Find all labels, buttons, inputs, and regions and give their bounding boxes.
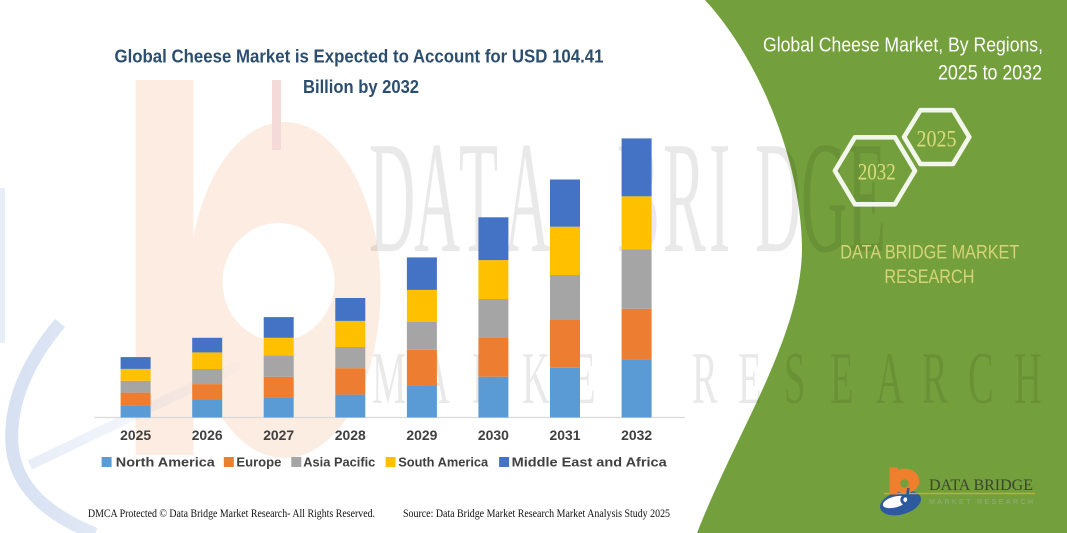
svg-text:South America: South America	[398, 455, 489, 470]
svg-text:Global Cheese Market is Expect: Global Cheese Market is Expected to Acco…	[115, 47, 604, 67]
svg-text:R: R	[663, 109, 706, 286]
svg-text:Global Cheese Market, By Regio: Global Cheese Market, By Regions,	[763, 35, 1043, 57]
svg-text:M: M	[372, 337, 406, 420]
svg-text:D: D	[369, 109, 415, 286]
svg-text:2026: 2026	[192, 427, 223, 443]
svg-text:2025: 2025	[120, 427, 151, 443]
svg-text:2032: 2032	[858, 160, 896, 185]
svg-text:2025: 2025	[917, 127, 957, 152]
svg-text:DMCA Protected © Data Bridge M: DMCA Protected © Data Bridge Market Rese…	[88, 508, 375, 520]
svg-text:G: G	[801, 109, 847, 286]
svg-text:A: A	[414, 109, 460, 286]
svg-text:North America: North America	[116, 455, 216, 470]
svg-text:D: D	[755, 109, 801, 286]
svg-text:2025 to 2032: 2025 to 2032	[938, 62, 1042, 85]
svg-text:A: A	[876, 337, 904, 420]
svg-text:2029: 2029	[406, 427, 437, 443]
svg-text:DATA BRIDGE MARKET: DATA BRIDGE MARKET	[840, 242, 1019, 264]
svg-text:S: S	[784, 337, 805, 420]
svg-text:2031: 2031	[550, 427, 581, 443]
svg-text:DATA BRIDGE: DATA BRIDGE	[929, 477, 1033, 494]
svg-text:R: R	[922, 337, 948, 420]
svg-text:E: E	[830, 337, 854, 420]
svg-text:E: E	[738, 337, 762, 420]
svg-text:A: A	[504, 109, 550, 286]
svg-text:H: H	[1014, 337, 1042, 420]
svg-text:K: K	[522, 337, 550, 420]
svg-text:Source: Data Bridge Market Res: Source: Data Bridge Market Research Mark…	[403, 508, 670, 520]
svg-text:C: C	[968, 337, 994, 420]
svg-text:R: R	[692, 337, 718, 420]
svg-text:Middle East and Africa: Middle East and Africa	[512, 455, 668, 470]
svg-text:Billion by 2032: Billion by 2032	[303, 77, 419, 97]
svg-text:2032: 2032	[621, 427, 652, 443]
svg-text:2030: 2030	[478, 427, 509, 443]
svg-text:Asia Pacific: Asia Pacific	[303, 455, 375, 470]
svg-text:RESEARCH: RESEARCH	[884, 266, 974, 288]
svg-text:Europe: Europe	[236, 455, 281, 470]
svg-text:2027: 2027	[263, 427, 294, 443]
svg-text:2028: 2028	[335, 427, 366, 443]
svg-text:MARKET RESEARCH: MARKET RESEARCH	[929, 499, 1033, 506]
svg-text:I: I	[709, 109, 730, 286]
